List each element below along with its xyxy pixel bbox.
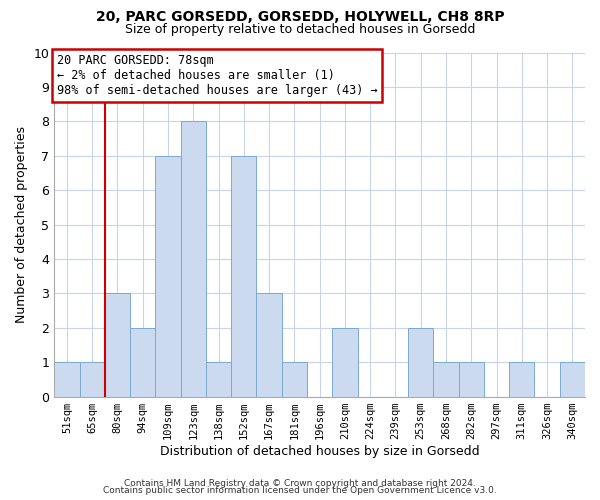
Bar [206,362,231,396]
Bar [54,362,80,396]
Bar [256,294,282,397]
Bar [560,362,585,396]
Bar [231,156,256,396]
Bar [155,156,181,396]
Text: Size of property relative to detached houses in Gorsedd: Size of property relative to detached ho… [125,22,475,36]
Bar [332,328,358,396]
Bar [130,328,155,396]
Bar [458,362,484,396]
Bar [105,294,130,397]
X-axis label: Distribution of detached houses by size in Gorsedd: Distribution of detached houses by size … [160,444,479,458]
Bar [433,362,458,396]
Text: 20, PARC GORSEDD, GORSEDD, HOLYWELL, CH8 8RP: 20, PARC GORSEDD, GORSEDD, HOLYWELL, CH8… [95,10,505,24]
Bar [408,328,433,396]
Text: Contains HM Land Registry data © Crown copyright and database right 2024.: Contains HM Land Registry data © Crown c… [124,478,476,488]
Text: 20 PARC GORSEDD: 78sqm
← 2% of detached houses are smaller (1)
98% of semi-detac: 20 PARC GORSEDD: 78sqm ← 2% of detached … [57,54,377,97]
Bar [181,122,206,396]
Bar [509,362,535,396]
Text: Contains public sector information licensed under the Open Government Licence v3: Contains public sector information licen… [103,486,497,495]
Bar [282,362,307,396]
Y-axis label: Number of detached properties: Number of detached properties [15,126,28,323]
Bar [80,362,105,396]
